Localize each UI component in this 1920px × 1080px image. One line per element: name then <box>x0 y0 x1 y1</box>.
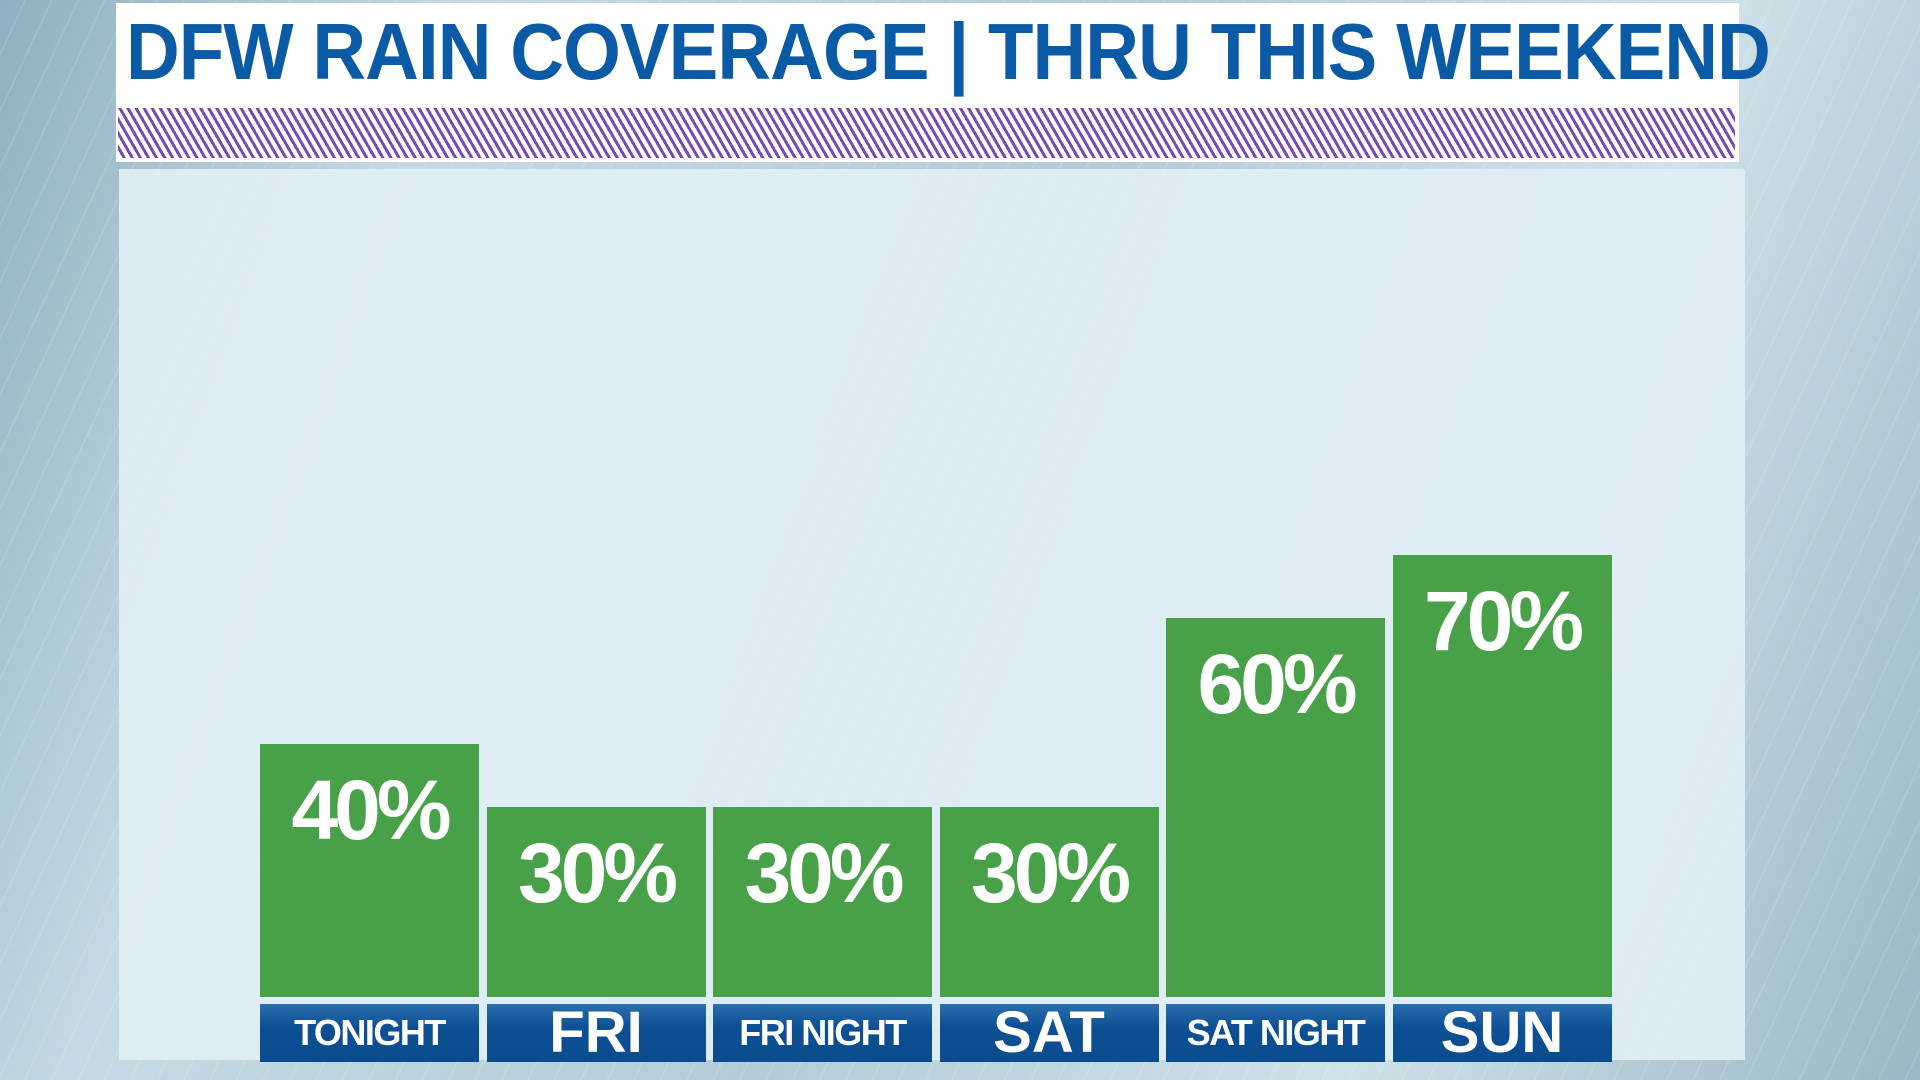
data-label: 30% <box>970 826 1131 921</box>
category-label: TONIGHT <box>260 1004 479 1062</box>
bar-fri-night: 30% <box>713 807 932 997</box>
bar-fri: 30% <box>486 807 706 997</box>
category-label: SAT NIGHT <box>1166 1004 1385 1062</box>
category-label: FRI NIGHT <box>713 1004 932 1062</box>
title-banner: DFW RAIN COVERAGE | THRU THIS WEEKEND <box>116 3 1771 162</box>
data-label: 60% <box>1197 636 1357 731</box>
category-label: SUN <box>1392 1004 1612 1062</box>
bar-sat-night: 60% <box>1166 617 1385 997</box>
hatch-stripe <box>118 108 1735 158</box>
category-label: SAT <box>939 1004 1159 1062</box>
data-label: 30% <box>517 826 678 921</box>
category-label: FRI <box>486 1004 706 1062</box>
data-label: 70% <box>1423 573 1584 668</box>
bar-sun: 70% <box>1392 554 1612 997</box>
bar-tonight: 40% <box>260 744 479 997</box>
data-label: 40% <box>291 763 451 858</box>
bar-sat: 30% <box>939 807 1159 997</box>
data-label: 30% <box>744 826 904 921</box>
chart-title: DFW RAIN COVERAGE | THRU THIS WEEKEND <box>126 7 1771 96</box>
